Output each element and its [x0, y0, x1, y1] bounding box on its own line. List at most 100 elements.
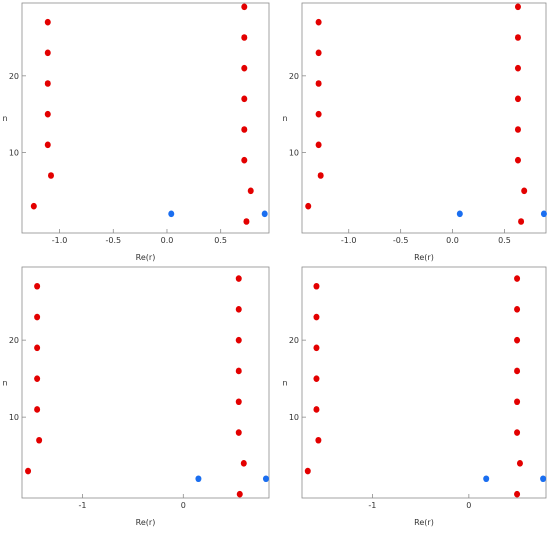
- y-tick-label: 10: [9, 413, 19, 422]
- y-tick-label: 20: [289, 336, 299, 345]
- x-tick-label: -1: [78, 501, 86, 510]
- data-point-red: [313, 313, 320, 321]
- data-point-red: [44, 110, 51, 118]
- data-point-red: [514, 367, 521, 375]
- y-tick-label: 20: [9, 72, 19, 81]
- x-tick-label: 0.0: [446, 236, 459, 245]
- y-axis-label: n: [2, 114, 7, 123]
- data-point-red: [241, 3, 248, 11]
- data-point-blue: [483, 475, 490, 483]
- data-point-red: [313, 282, 320, 290]
- y-tick-label: 10: [9, 149, 19, 158]
- data-point-red: [313, 406, 320, 413]
- data-point-blue: [262, 475, 269, 483]
- data-point-red: [235, 336, 242, 344]
- y-tick-label: 20: [289, 72, 299, 81]
- data-point-red: [315, 141, 322, 149]
- data-point-red: [315, 110, 322, 118]
- data-point-red: [243, 218, 250, 225]
- data-point-red: [514, 64, 521, 72]
- x-tick-label: -1.0: [52, 236, 68, 245]
- plot-frame: [301, 2, 547, 234]
- x-tick-label: 0.0: [161, 236, 174, 245]
- x-axis-label: Re(r): [136, 518, 156, 527]
- data-point-red: [317, 172, 324, 179]
- data-point-red: [514, 490, 521, 498]
- x-tick-label: -1: [368, 501, 376, 510]
- plot-frame: [301, 266, 547, 499]
- plot-frame: [21, 266, 270, 499]
- x-axis-label: Re(r): [136, 253, 156, 262]
- data-point-red: [235, 306, 242, 313]
- chart-panel-3: -1 0 10 20 Re(r) n: [2, 266, 270, 527]
- y-axis-label: n: [282, 379, 287, 388]
- data-point-red: [315, 49, 322, 57]
- data-point-red: [30, 202, 37, 210]
- data-point-red: [44, 141, 51, 149]
- data-point-red: [241, 95, 248, 103]
- x-tick-label: 0.5: [214, 236, 227, 245]
- data-point-red: [514, 398, 521, 406]
- data-point-red: [241, 34, 248, 41]
- x-axis-label: Re(r): [414, 518, 434, 527]
- data-point-red: [514, 306, 521, 313]
- data-point-red: [304, 467, 311, 475]
- data-point-red: [34, 282, 41, 290]
- data-point-blue: [168, 210, 175, 218]
- data-point-red: [241, 156, 248, 164]
- data-point-red: [315, 436, 322, 444]
- data-point-red: [241, 126, 248, 133]
- data-point-red: [514, 95, 521, 103]
- data-point-red: [36, 436, 43, 444]
- y-tick-label: 10: [289, 413, 299, 422]
- data-point-red: [241, 64, 248, 72]
- x-tick-label: -0.5: [393, 236, 409, 245]
- chart-panel-2: -1.0 -0.5 0.0 0.5 10 20 Re(r) n: [282, 2, 547, 262]
- data-point-red: [313, 375, 320, 382]
- data-point-red: [34, 313, 41, 321]
- data-point-red: [516, 460, 523, 467]
- x-tick-label: 0: [181, 501, 186, 510]
- data-point-red: [305, 202, 312, 210]
- x-tick-label: -1.0: [341, 236, 357, 245]
- chart-panel-1: -1.0 -0.5 0.0 0.5 10 20 Re(r) n: [2, 2, 270, 262]
- data-point-red: [518, 218, 525, 225]
- data-point-red: [47, 172, 54, 179]
- data-point-red: [34, 344, 41, 352]
- data-point-blue: [195, 475, 202, 483]
- data-point-red: [44, 18, 51, 26]
- data-point-red: [235, 398, 242, 406]
- data-point-blue: [540, 475, 547, 483]
- y-tick-label: 10: [289, 149, 299, 158]
- data-point-red: [25, 467, 32, 475]
- data-point-red: [514, 3, 521, 11]
- x-axis-label: Re(r): [414, 253, 434, 262]
- data-point-red: [315, 18, 322, 26]
- y-axis-label: n: [282, 114, 287, 123]
- data-point-red: [240, 460, 247, 467]
- data-point-red: [514, 156, 521, 164]
- data-point-red: [514, 429, 521, 436]
- data-point-red: [235, 367, 242, 375]
- data-point-red: [514, 275, 521, 282]
- x-tick-label: 0: [466, 501, 471, 510]
- plot-frame: [21, 2, 270, 234]
- data-point-red: [514, 336, 521, 344]
- data-point-red: [235, 429, 242, 436]
- data-point-red: [44, 49, 51, 57]
- y-axis-label: n: [2, 379, 7, 388]
- data-point-red: [235, 275, 242, 282]
- chart-panel-4: -1 0 10 20 Re(r) n: [282, 266, 547, 527]
- data-point-red: [313, 344, 320, 352]
- data-point-blue: [456, 210, 463, 218]
- data-point-red: [44, 80, 51, 87]
- data-point-red: [34, 406, 41, 413]
- data-point-red: [521, 187, 528, 195]
- y-tick-label: 20: [9, 336, 19, 345]
- x-tick-label: 0.5: [498, 236, 511, 245]
- data-point-red: [514, 126, 521, 133]
- data-point-red: [34, 375, 41, 382]
- data-point-blue: [540, 210, 547, 218]
- data-point-blue: [261, 210, 268, 218]
